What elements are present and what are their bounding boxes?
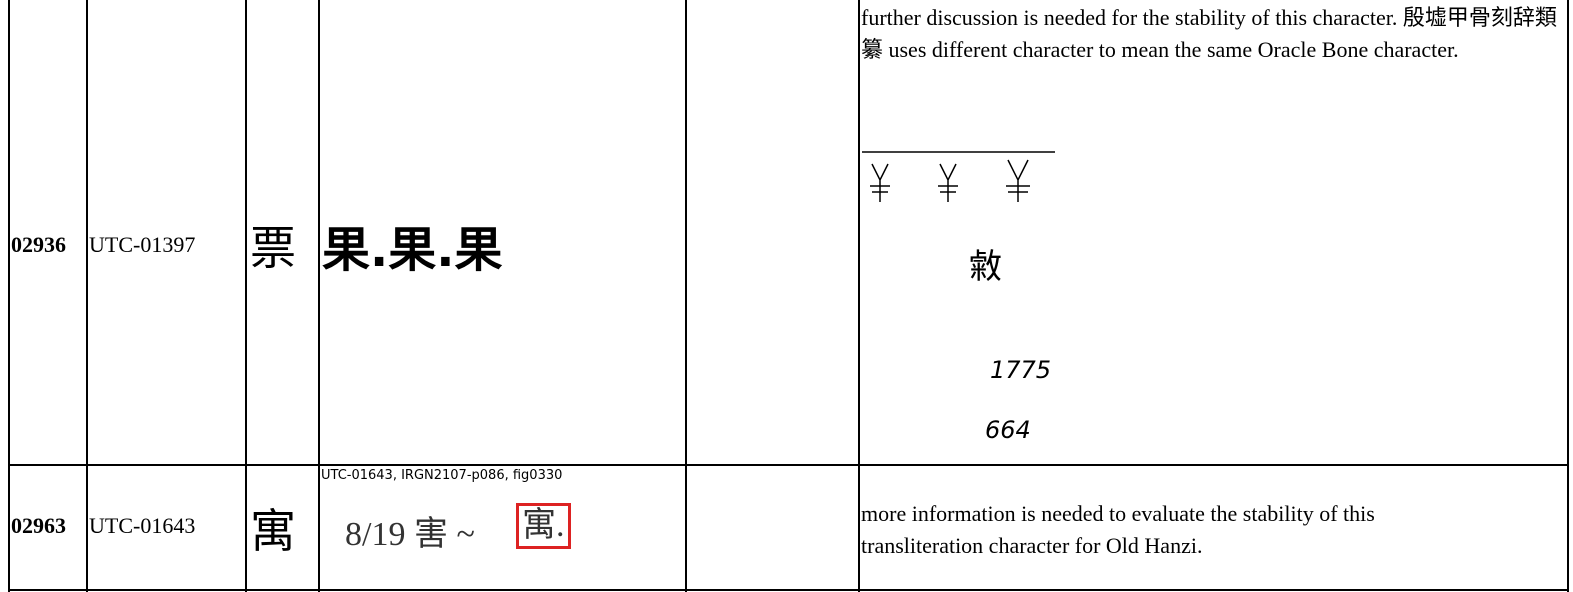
comment: more information is needed to evaluate t… xyxy=(861,501,1375,558)
evidence-glyph: 寓. xyxy=(516,503,571,549)
figure-ref: 1775 xyxy=(990,356,1051,384)
figure-glyph: 敹 xyxy=(968,247,1002,287)
row-id: 02963 xyxy=(11,513,66,538)
border xyxy=(318,0,320,592)
border xyxy=(685,0,687,592)
border xyxy=(245,0,247,592)
evidence: 8/19 害 ~ xyxy=(345,516,475,553)
figure-ref: 664 xyxy=(985,416,1031,444)
glyph: 寓 xyxy=(250,504,296,558)
source: UTC-01643 xyxy=(89,513,196,538)
row-id: 02936 xyxy=(11,232,66,257)
border xyxy=(1567,0,1569,592)
border xyxy=(858,0,860,592)
source: UTC-01397 xyxy=(89,232,196,257)
border xyxy=(8,464,1569,466)
border xyxy=(8,0,10,592)
evidence-caption: UTC-01643, IRGN2107-p086, fig0330 xyxy=(321,468,563,483)
glyph: 票 xyxy=(250,221,296,275)
border xyxy=(8,589,1569,591)
oracle-figure: 敹 1775 664 xyxy=(862,151,1055,444)
border xyxy=(86,0,88,592)
comment: further discussion is needed for the sta… xyxy=(861,5,1557,62)
evidence: 果.果.果 xyxy=(322,222,503,278)
